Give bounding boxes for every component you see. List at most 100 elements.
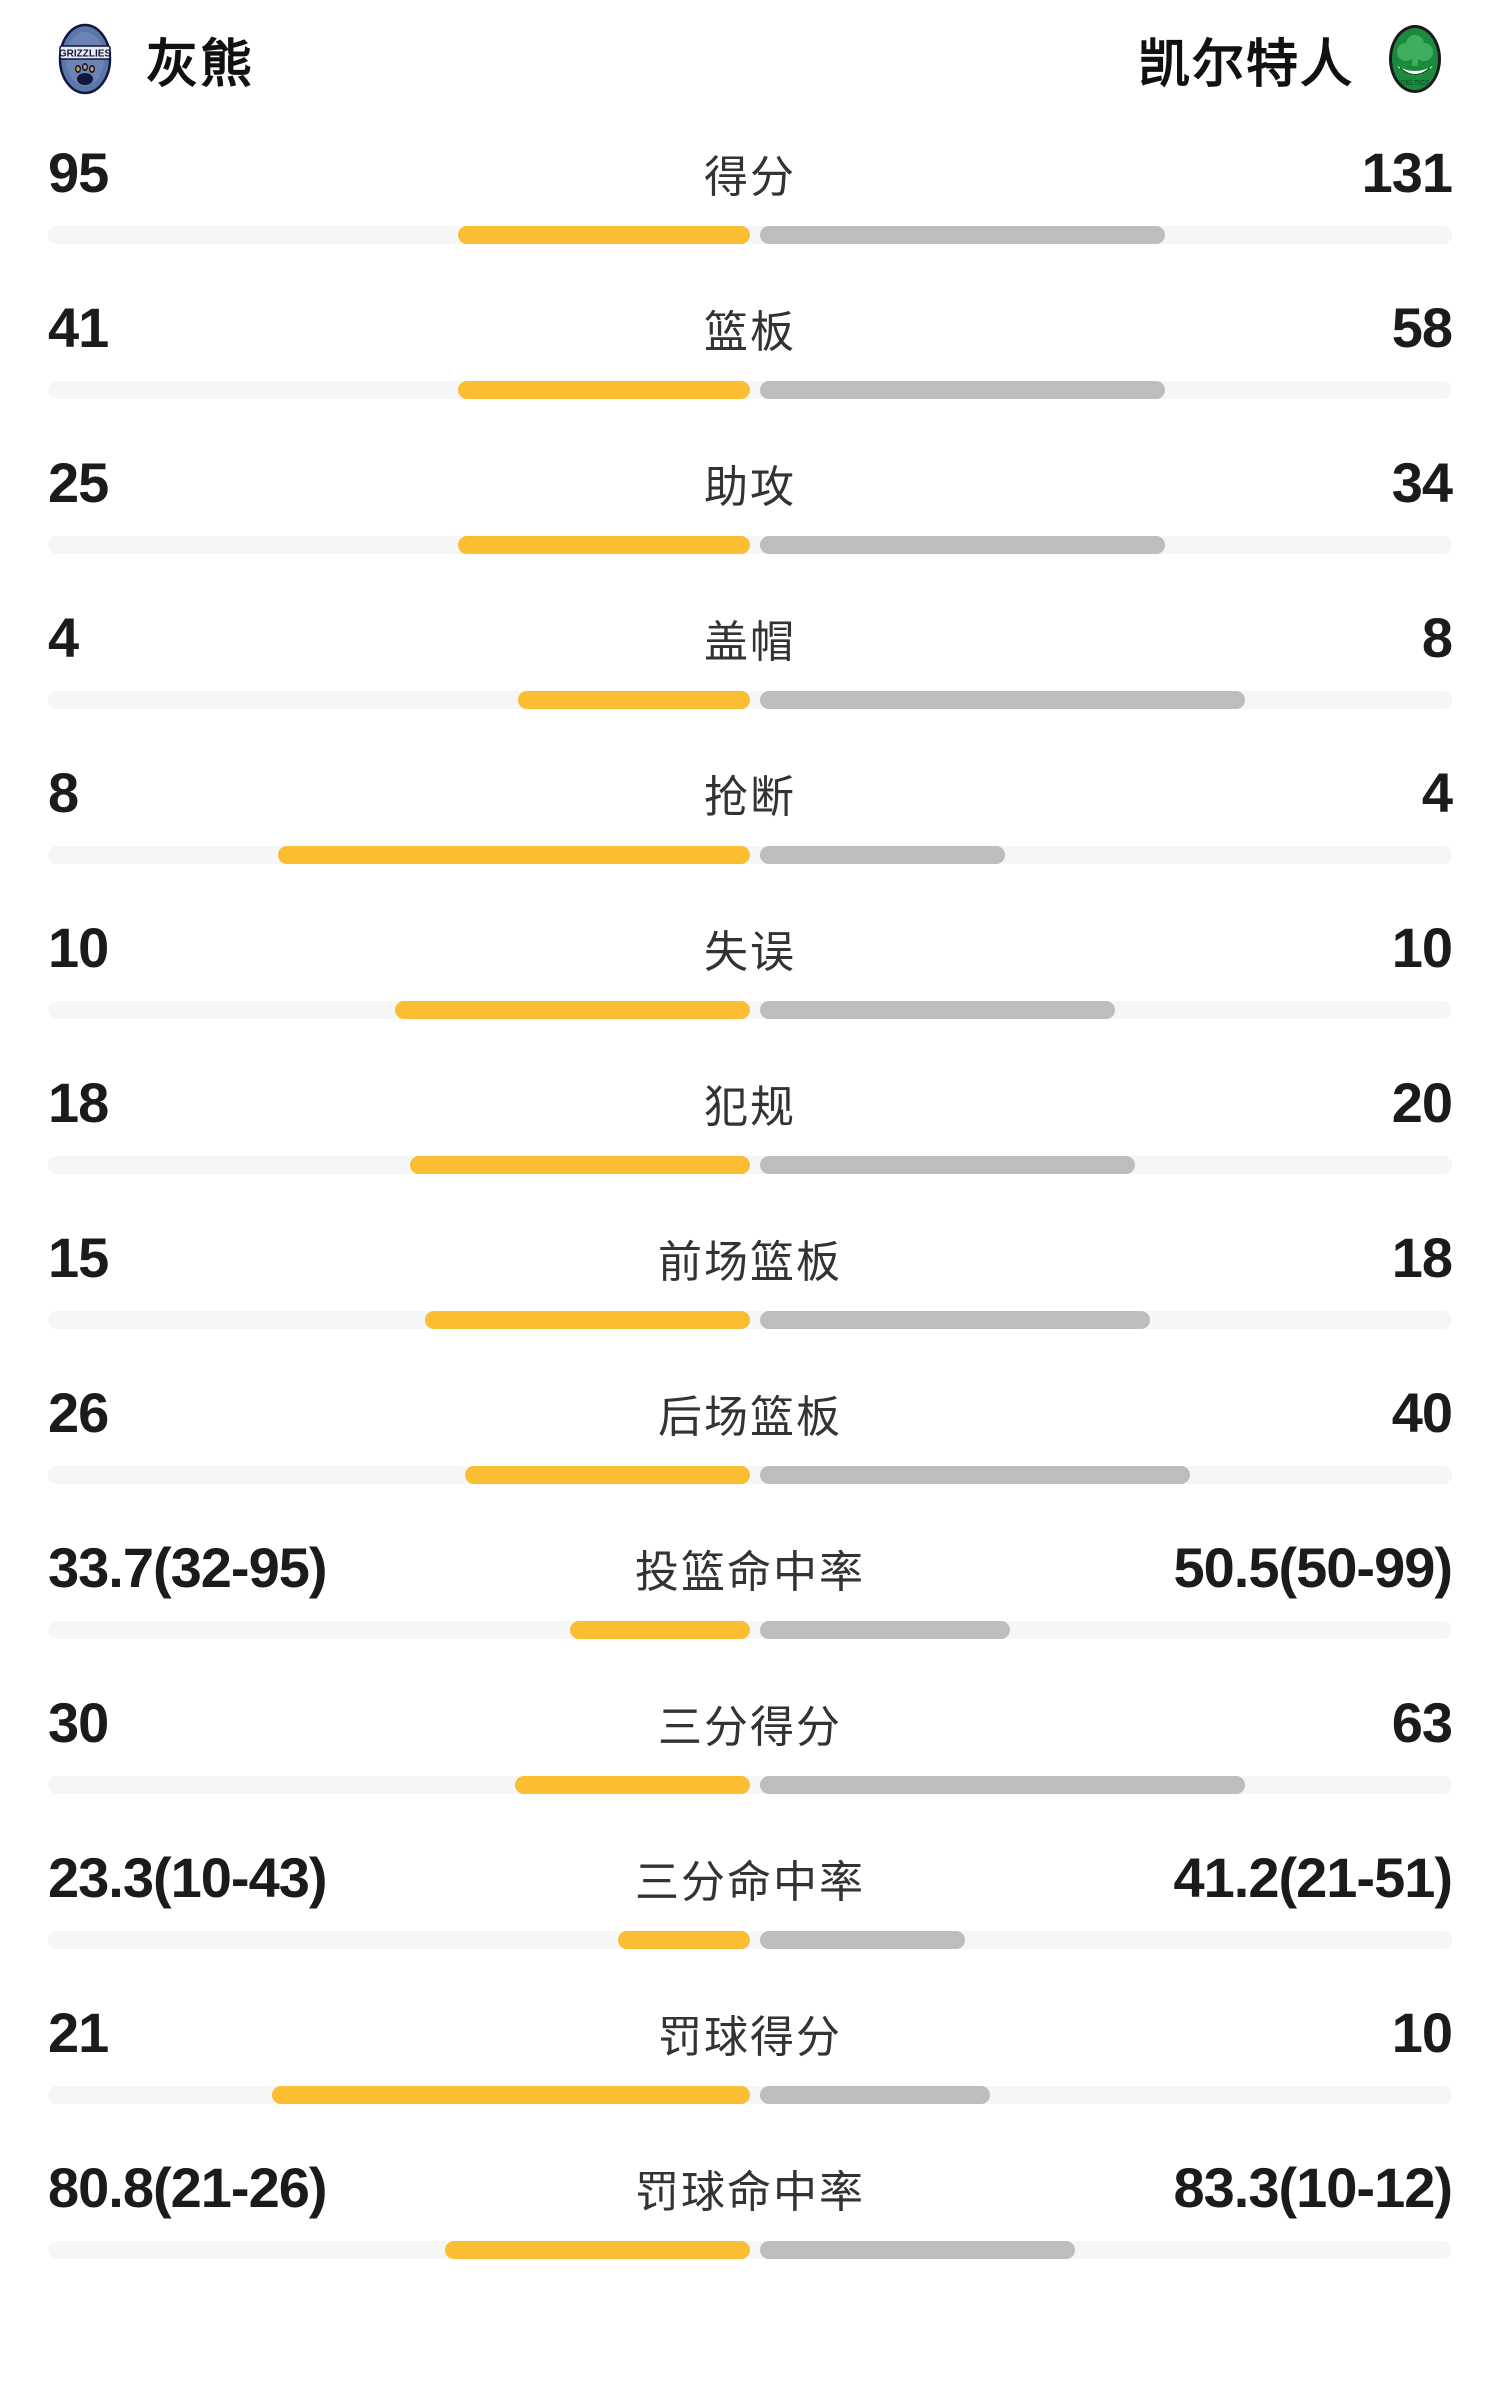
comparison-bar	[48, 691, 1452, 709]
stat-values: 95 得分 131	[48, 140, 1453, 212]
right-bar-fill	[760, 1776, 1245, 1794]
comparison-bar	[48, 1931, 1452, 1949]
right-value: 41.2(21-51)	[1173, 1846, 1453, 1909]
stats-list: 95 得分 131 41 篮板 58 25 助攻 34 4 盖帽 8 8 抢断 4 10 失误 10 18 犯规 20 1…	[48, 118, 1453, 2288]
left-bar-fill	[518, 691, 750, 709]
stat-values: 21 罚球得分 10	[48, 2000, 1453, 2072]
comparison-bar	[48, 381, 1452, 399]
left-value: 25	[48, 451, 109, 514]
right-value: 58	[1391, 296, 1453, 359]
left-value: 26	[48, 1381, 109, 1444]
celtics-logo: CELTICS	[1378, 22, 1452, 96]
left-value: 41	[48, 296, 109, 359]
stat-values: 41 篮板 58	[48, 295, 1453, 367]
stat-label: 犯规	[704, 1083, 796, 1132]
stat-values: 15 前场篮板 18	[48, 1225, 1453, 1297]
stat-row: 8 抢断 4	[48, 738, 1453, 893]
stat-label: 三分得分	[658, 1703, 842, 1752]
stat-row: 18 犯规 20	[48, 1048, 1453, 1203]
comparison-bar	[48, 1776, 1452, 1794]
comparison-bar	[48, 2241, 1452, 2259]
stat-row: 21 罚球得分 10	[48, 1978, 1453, 2133]
right-value: 83.3(10-12)	[1173, 2156, 1453, 2219]
stat-label: 罚球得分	[658, 2013, 842, 2062]
stat-row: 41 篮板 58	[48, 273, 1453, 428]
left-bar-fill	[410, 1156, 750, 1174]
stat-values: 8 抢断 4	[48, 760, 1453, 832]
stat-values: 80.8(21-26) 罚球命中率 83.3(10-12)	[48, 2155, 1453, 2227]
right-bar-fill	[760, 2241, 1075, 2259]
right-value: 63	[1391, 1691, 1453, 1754]
right-value: 34	[1391, 451, 1453, 514]
stat-label: 抢断	[704, 773, 796, 822]
stat-label: 失误	[704, 928, 796, 977]
right-team-name: 凯尔特人	[1137, 35, 1354, 94]
comparison-bar	[48, 1311, 1452, 1329]
right-bar-fill	[760, 1466, 1190, 1484]
stat-label: 前场篮板	[658, 1238, 842, 1287]
stat-row: 10 失误 10	[48, 893, 1453, 1048]
left-bar-fill	[445, 2241, 750, 2259]
left-value: 33.7(32-95)	[48, 1536, 328, 1599]
stat-label: 得分	[704, 153, 796, 202]
right-bar-fill	[760, 226, 1165, 244]
left-team[interactable]: GRIZZLIES 灰熊	[48, 22, 254, 97]
stat-row: 80.8(21-26) 罚球命中率 83.3(10-12)	[48, 2133, 1453, 2288]
left-bar-fill	[465, 1466, 750, 1484]
right-bar-fill	[760, 1156, 1135, 1174]
right-bar-fill	[760, 1001, 1115, 1019]
right-bar-fill	[760, 2086, 990, 2104]
stat-row: 30 三分得分 63	[48, 1668, 1453, 1823]
left-team-name: 灰熊	[146, 35, 255, 94]
left-bar-fill	[515, 1776, 750, 1794]
left-value: 80.8(21-26)	[48, 2156, 328, 2219]
stat-row: 25 助攻 34	[48, 428, 1453, 583]
stat-label: 三分命中率	[635, 1858, 865, 1907]
comparison-bar	[48, 1466, 1452, 1484]
left-bar-fill	[278, 846, 750, 864]
stat-values: 30 三分得分 63	[48, 1690, 1453, 1762]
stat-values: 18 犯规 20	[48, 1070, 1453, 1142]
stat-values: 25 助攻 34	[48, 450, 1453, 522]
right-bar-fill	[760, 1931, 965, 1949]
left-bar-fill	[618, 1931, 750, 1949]
comparison-bar	[48, 1001, 1452, 1019]
left-bar-fill	[425, 1311, 750, 1329]
right-bar-fill	[760, 1311, 1150, 1329]
left-bar-fill	[395, 1001, 750, 1019]
stat-label: 投篮命中率	[635, 1548, 865, 1597]
comparison-bar	[48, 846, 1452, 864]
svg-text:GRIZZLIES: GRIZZLIES	[59, 49, 112, 60]
right-value: 4	[1421, 761, 1453, 824]
stat-row: 15 前场篮板 18	[48, 1203, 1453, 1358]
stat-label: 罚球命中率	[635, 2168, 865, 2217]
stat-label: 助攻	[704, 463, 796, 512]
stat-label: 后场篮板	[658, 1393, 842, 1442]
left-bar-fill	[458, 381, 750, 399]
left-value: 4	[48, 606, 79, 669]
left-bar-fill	[570, 1621, 750, 1639]
comparison-bar	[48, 1156, 1452, 1174]
stat-values: 33.7(32-95) 投篮命中率 50.5(50-99)	[48, 1535, 1453, 1607]
comparison-bar	[48, 226, 1452, 244]
stat-values: 23.3(10-43) 三分命中率 41.2(21-51)	[48, 1845, 1453, 1917]
right-value: 10	[1391, 916, 1453, 979]
right-value: 131	[1361, 141, 1453, 204]
svg-text:CELTICS: CELTICS	[1400, 80, 1430, 87]
right-value: 10	[1391, 2001, 1453, 2064]
stat-row: 95 得分 131	[48, 118, 1453, 273]
comparison-bar	[48, 2086, 1452, 2104]
left-value: 18	[48, 1071, 109, 1134]
stat-label: 盖帽	[704, 618, 796, 667]
stat-row: 4 盖帽 8	[48, 583, 1453, 738]
right-team[interactable]: 凯尔特人 CELTICS	[1138, 22, 1452, 97]
left-value: 30	[48, 1691, 109, 1754]
right-value: 50.5(50-99)	[1173, 1536, 1453, 1599]
left-bar-fill	[458, 536, 750, 554]
right-value: 18	[1391, 1226, 1453, 1289]
left-value: 23.3(10-43)	[48, 1846, 328, 1909]
stat-row: 26 后场篮板 40	[48, 1358, 1453, 1513]
stat-row: 23.3(10-43) 三分命中率 41.2(21-51)	[48, 1823, 1453, 1978]
comparison-bar	[48, 1621, 1452, 1639]
